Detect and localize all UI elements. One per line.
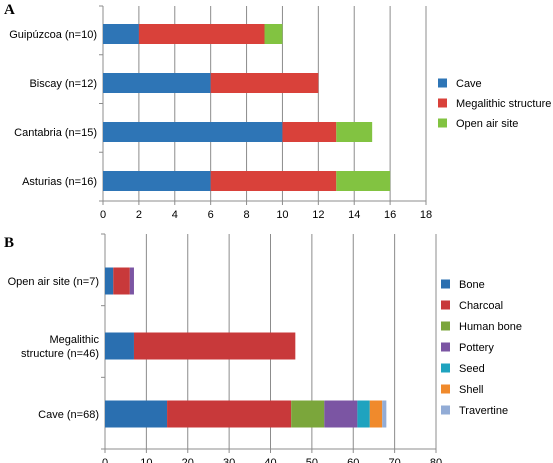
panel-b-bar-bone-1: [105, 332, 134, 360]
panel-a-x-tick-label: 16: [384, 209, 396, 221]
panel-a-bar-open-air-site-0: [264, 24, 283, 44]
panel-b-category-label: Cave (n=68): [38, 409, 99, 421]
panel-b-x-tick-label: 30: [223, 457, 235, 463]
panel-b-x-tick-label: 60: [347, 457, 359, 463]
panel-b-legend-swatch-charcoal: [441, 300, 450, 310]
panel-b-legend-label-seed: Seed: [459, 363, 485, 375]
panel-b-x-tick-label: 40: [264, 457, 276, 463]
panel-b-legend-swatch-pottery: [441, 342, 450, 352]
panel-a-x-tick-label: 2: [136, 209, 142, 221]
panel-a-legend-label-cave: Cave: [456, 78, 482, 90]
panel-b-letter: B: [4, 235, 14, 251]
panel-b-chart: B 0 10 20 30 40 50 60 70 80 Open air site (n=7) Meg…: [4, 233, 522, 463]
panel-b-legend-label-travertine: Travertine: [459, 405, 508, 417]
panel-a-legend-swatch-cave: [438, 78, 447, 88]
panel-b-bar-travertine-2: [382, 400, 387, 428]
panel-b-x-tick-label: 10: [140, 457, 152, 463]
panel-b-bar-shell-2: [369, 400, 383, 428]
panel-b-bar-seed-2: [357, 400, 370, 428]
panel-a-category-label: Asturias (n=16): [22, 176, 97, 188]
panel-a-legend-swatch-megalithic-structure: [438, 98, 447, 108]
panel-b-bar-bone-0: [105, 267, 114, 295]
panel-b-legend-label-pottery: Pottery: [459, 342, 494, 354]
panel-a-bar-megalithic-structure-0: [138, 24, 265, 44]
panel-a-x-tick-label: 4: [172, 209, 178, 221]
panel-b-bar-bone-2: [105, 400, 168, 428]
panel-b-bar-charcoal-0: [113, 267, 130, 295]
panel-a-legend-swatch-open-air-site: [438, 118, 447, 128]
panel-a-x-tick-label: 0: [100, 209, 106, 221]
panel-a-bar-open-air-site-2: [336, 122, 373, 142]
panel-a-category-label: Guipúzcoa (n=10): [9, 29, 97, 41]
panel-b-x-tick-label: 70: [389, 457, 401, 463]
panel-b-category-label: Open air site (n=7): [8, 276, 99, 288]
panel-b-legend-swatch-travertine: [441, 405, 450, 415]
panel-a-chart: A 0 2 4 6 8 10 12 14 16 18 Guipúzcoa (n=10) Biscay (…: [4, 2, 551, 221]
panel-a-bar-megalithic-structure-1: [210, 73, 319, 93]
panel-a-legend-label-megalithic-structure: Megalithic structure: [456, 98, 551, 110]
panel-a-x-tick-label: 6: [208, 209, 214, 221]
panel-b-bar-charcoal-2: [167, 400, 292, 428]
panel-b-x-tick-label: 80: [430, 457, 442, 463]
panel-b-bar-pottery-2: [324, 400, 358, 428]
panel-b-x-tick-label: 0: [102, 457, 108, 463]
panel-b-legend-label-bone: Bone: [459, 279, 485, 291]
panel-a-x-tick-label: 8: [243, 209, 249, 221]
panel-a-bar-cave-3: [103, 171, 211, 191]
panel-a-letter: A: [4, 2, 15, 18]
panel-b-legend-label-human-bone: Human bone: [459, 321, 522, 333]
panel-b-legend-label-shell: Shell: [459, 384, 483, 396]
panel-a-bar-open-air-site-3: [336, 171, 391, 191]
panel-b-bar-charcoal-1: [133, 332, 296, 360]
panel-a-bar-megalithic-structure-3: [210, 171, 337, 191]
panel-b-bar-human-bone-2: [291, 400, 325, 428]
panel-b-legend-swatch-human-bone: [441, 321, 450, 331]
panel-b-x-tick-label: 20: [182, 457, 194, 463]
panel-a-bar-cave-2: [103, 122, 283, 142]
panel-a-bar-cave-1: [103, 73, 211, 93]
panel-b-x-tick-label: 50: [306, 457, 318, 463]
panel-a-bar-megalithic-structure-2: [282, 122, 337, 142]
panel-b-bar-pottery-0: [129, 267, 134, 295]
panel-a-category-label: Cantabria (n=15): [14, 127, 97, 139]
panel-a-x-tick-label: 12: [312, 209, 324, 221]
panel-b-legend-swatch-shell: [441, 384, 450, 394]
panel-b-legend-label-charcoal: Charcoal: [459, 300, 503, 312]
panel-b-category-label: Megalithic structure (n=46): [21, 334, 99, 360]
panel-a-legend-label-open-air-site: Open air site: [456, 118, 518, 130]
panel-b-legend-swatch-bone: [441, 279, 450, 289]
panel-a-x-tick-label: 18: [420, 209, 432, 221]
panel-a-x-tick-label: 14: [348, 209, 360, 221]
panel-a-category-label: Biscay (n=12): [29, 78, 97, 90]
panel-a-x-tick-label: 10: [276, 209, 288, 221]
panel-b-legend-swatch-seed: [441, 363, 450, 373]
panel-a-bar-cave-0: [103, 24, 139, 44]
